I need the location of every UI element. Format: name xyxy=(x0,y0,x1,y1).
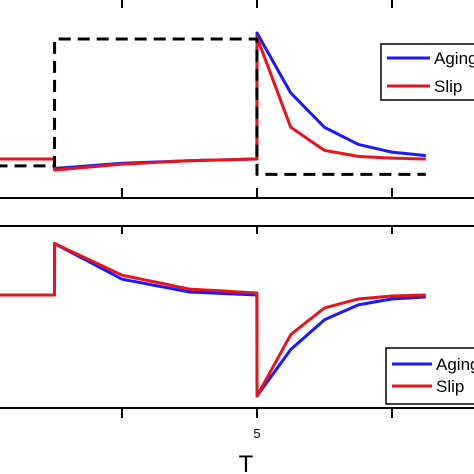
bottom-series-line-aging-0 xyxy=(0,242,426,398)
top-series-line-reference-2 xyxy=(0,37,426,176)
bottom-legend-label-aging: Aging xyxy=(436,355,474,374)
top-legend-label-aging: Aging xyxy=(434,49,474,68)
top-legend-box xyxy=(380,43,474,101)
top-series-group xyxy=(0,31,426,176)
bottom-series-group xyxy=(0,242,426,398)
top-legend: Aging Slip xyxy=(380,43,474,101)
bottom-series-line-slip-1 xyxy=(0,242,426,398)
bottom-legend: Aging Slip xyxy=(385,347,474,405)
bottom-legend-box xyxy=(385,347,474,405)
top-plot-frame xyxy=(0,197,474,199)
bottom-legend-label-slip: Slip xyxy=(436,377,464,396)
bottom-panel: 5 T Aging Slip xyxy=(0,225,474,474)
top-series-line-aging-0 xyxy=(0,31,426,170)
bottom-xtick-label-5: 5 xyxy=(253,426,260,441)
bottom-plot-frame xyxy=(0,225,474,409)
top-series-line-slip-1 xyxy=(0,35,426,172)
x-axis-label: T xyxy=(239,451,254,474)
top-panel: Aging Slip xyxy=(0,0,474,199)
top-legend-label-slip: Slip xyxy=(434,77,462,96)
